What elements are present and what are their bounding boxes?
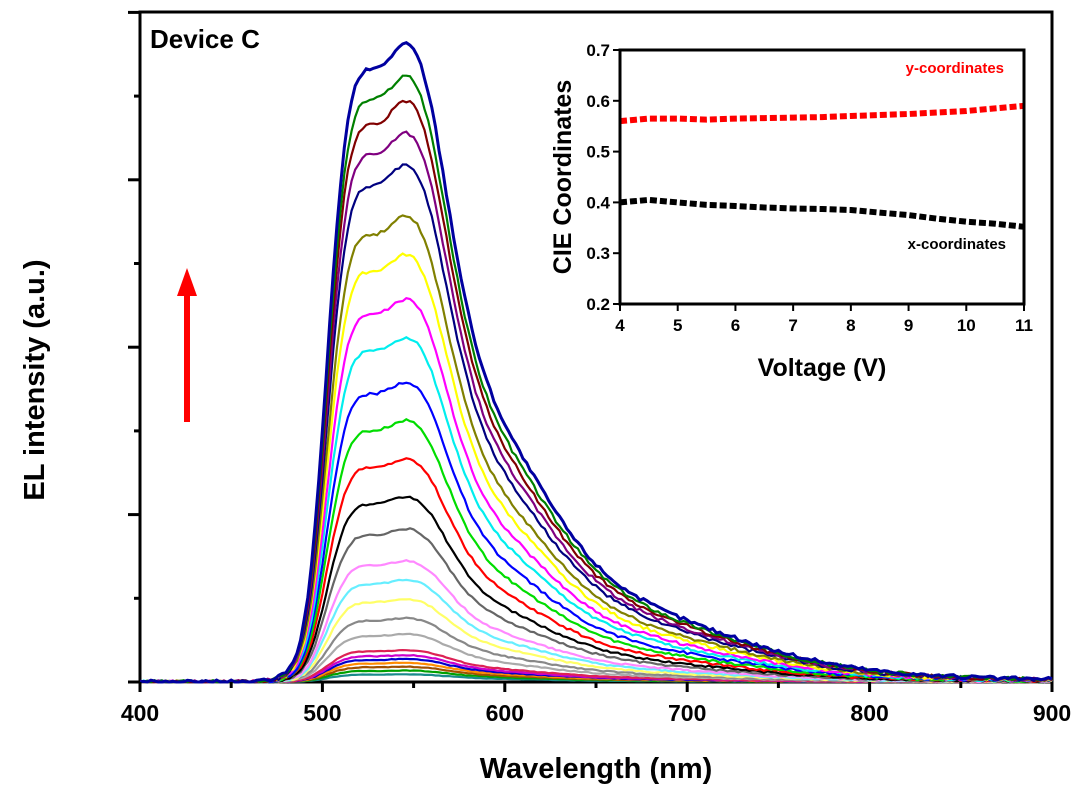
inset-y-tick-label: 0.2 xyxy=(586,295,610,314)
increase-arrow-icon xyxy=(177,268,197,422)
inset-series-group xyxy=(619,102,1025,230)
inset-series-label-x: x-coordinates xyxy=(908,236,1006,253)
inset-y-tick-label: 0.7 xyxy=(586,41,610,60)
inset-x-tick-label: 11 xyxy=(1015,316,1033,335)
inset-x-tick-label: 5 xyxy=(673,316,682,335)
main-spectra-group xyxy=(139,41,1053,684)
y-axis-label: EL intensity (a.u.) xyxy=(19,259,51,500)
main-x-axis: 400 500 600 700 800 900 xyxy=(121,682,1071,726)
x-tick-label: 500 xyxy=(303,700,341,726)
x-tick-label: 700 xyxy=(668,700,706,726)
inset-x-tick-label: 4 xyxy=(615,316,625,335)
inset-x-axis-label: Voltage (V) xyxy=(758,354,887,382)
spectrum-line-17 xyxy=(139,381,1053,684)
inset-x-tick-label: 9 xyxy=(904,316,913,335)
x-tick-label: 800 xyxy=(850,700,888,726)
cie-series-y xyxy=(619,102,1025,125)
inset-y-axis-label: CIE Coordinates xyxy=(549,80,577,274)
inset-y-tick-label: 0.6 xyxy=(586,92,610,111)
inset-x-tick-label: 7 xyxy=(788,316,797,335)
inset-y-tick-label: 0.4 xyxy=(586,193,610,212)
spectrum-line-14 xyxy=(139,495,1053,684)
inset-axes: 4 5 6 7 8 9 10 11 0.2 0.3 0.4 0.5 0.6 0.7 xyxy=(586,41,1033,335)
x-tick-label: 600 xyxy=(486,700,524,726)
inset-y-tick-label: 0.5 xyxy=(586,143,610,162)
chart-title: Device C xyxy=(150,24,260,54)
spectrum-line-18 xyxy=(139,336,1053,684)
x-tick-label: 900 xyxy=(1033,700,1071,726)
spectrum-line-19 xyxy=(140,297,1053,684)
inset-y-tick-label: 0.3 xyxy=(586,244,610,263)
inset-x-tick-label: 8 xyxy=(846,316,855,335)
x-axis-label: Wavelength (nm) xyxy=(480,753,713,785)
inset-x-tick-label: 6 xyxy=(731,316,740,335)
x-tick-label: 400 xyxy=(121,700,159,726)
inset-plot-background xyxy=(620,50,1024,304)
cie-series-x xyxy=(619,196,1025,230)
inset-plot-frame xyxy=(618,48,1026,306)
inset-series-label-y: y-coordinates xyxy=(906,60,1004,77)
inset-x-tick-label: 10 xyxy=(957,316,976,335)
main-y-axis-ticks xyxy=(128,10,140,684)
spectrum-line-26 xyxy=(139,41,1053,684)
